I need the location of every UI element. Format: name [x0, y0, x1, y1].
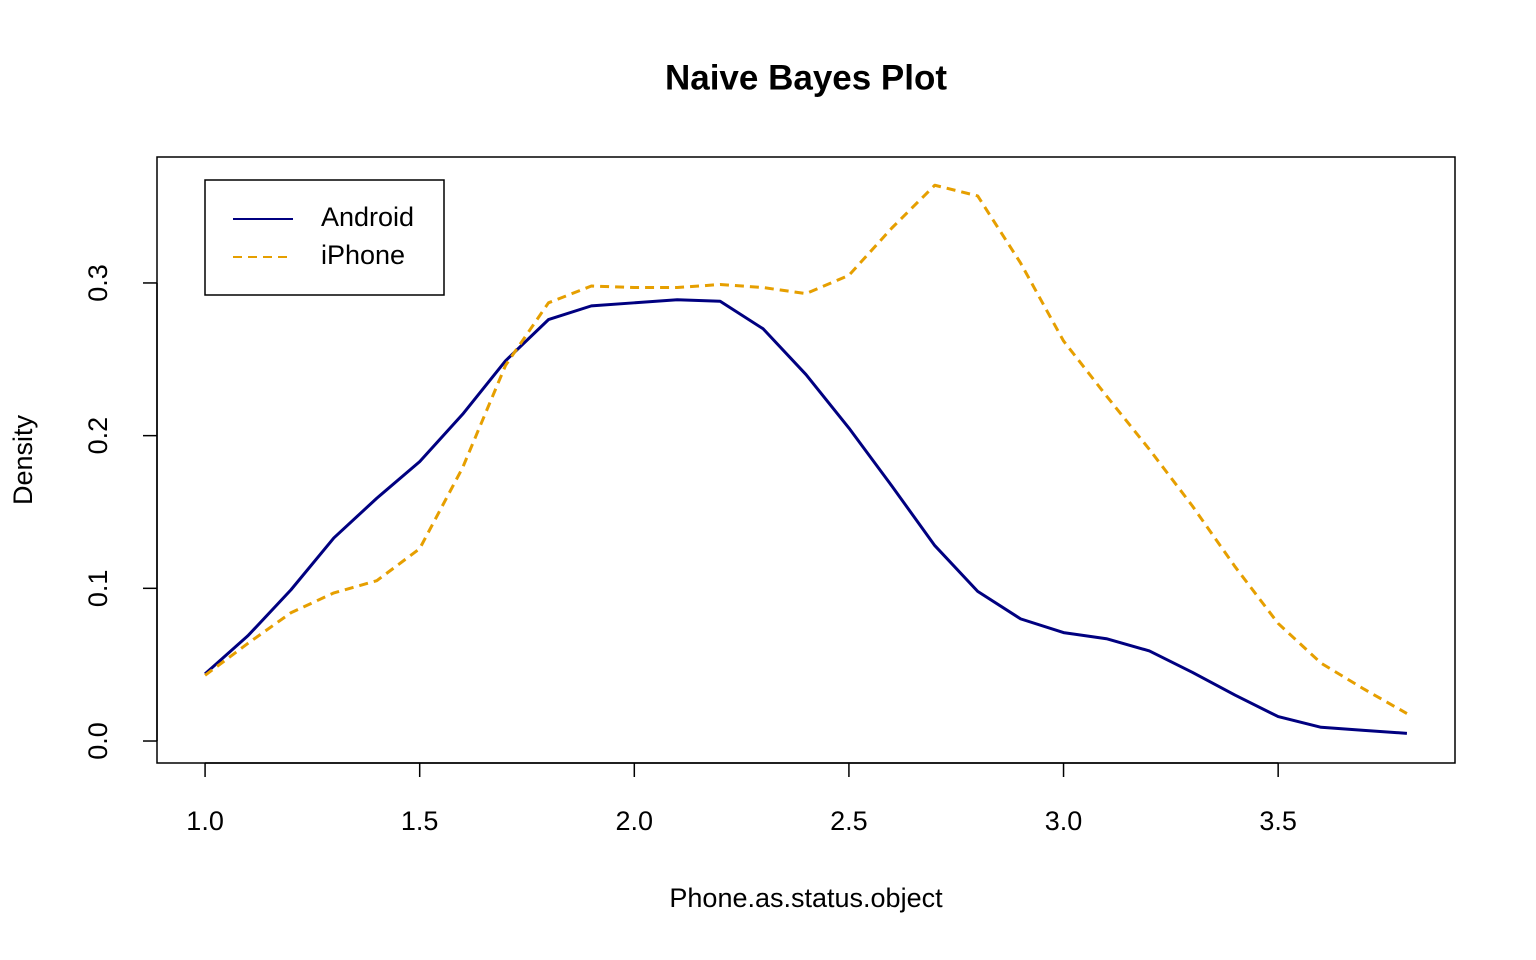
y-tick-label: 0.3	[83, 264, 113, 302]
series-line	[204, 298, 1408, 735]
chart-title: Naive Bayes Plot	[665, 58, 947, 97]
y-axis-label: Density	[8, 414, 38, 505]
y-tick-label: 0.0	[83, 722, 113, 760]
x-tick-label: 2.5	[830, 806, 868, 836]
x-tick-label: 1.0	[186, 806, 224, 836]
x-axis-label: Phone.as.status.object	[669, 883, 943, 913]
x-tick-label: 1.5	[401, 806, 439, 836]
legend-label: iPhone	[321, 240, 405, 270]
x-tick-label: 2.0	[616, 806, 654, 836]
series-line	[204, 183, 1408, 715]
legend-box	[204, 179, 445, 296]
y-tick-label: 0.1	[83, 570, 113, 608]
legend-label: Android	[321, 202, 414, 232]
y-tick-label: 0.2	[83, 417, 113, 455]
x-tick-label: 3.0	[1045, 806, 1083, 836]
x-tick-label: 3.5	[1259, 806, 1297, 836]
